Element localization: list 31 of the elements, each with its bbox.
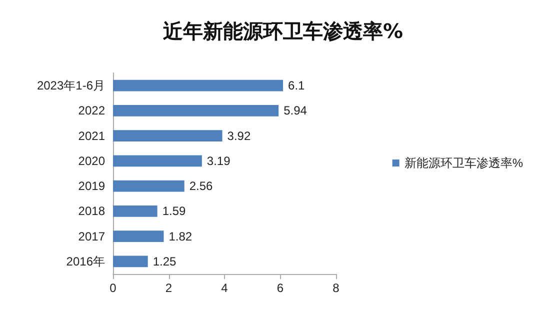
bar xyxy=(113,256,148,268)
data-label: 2.56 xyxy=(189,179,214,194)
data-label: 6.1 xyxy=(288,78,306,93)
chart-title: 近年新能源环卫车渗透率% xyxy=(162,19,404,43)
y-tick-label: 2020 xyxy=(78,154,106,168)
bar xyxy=(113,230,164,242)
data-label: 1.59 xyxy=(162,204,186,218)
data-label: 1.82 xyxy=(168,229,192,244)
x-tick-label: 2 xyxy=(165,281,172,295)
y-tick-label: 2023年1-6月 xyxy=(36,78,105,93)
y-tick-label: 2016年 xyxy=(66,254,105,268)
x-tick-label: 6 xyxy=(276,281,284,295)
bar xyxy=(113,206,158,217)
bar xyxy=(113,80,284,92)
data-label: 5.94 xyxy=(284,104,308,118)
bar xyxy=(113,105,279,116)
data-label: 3.19 xyxy=(206,154,231,168)
legend-label: 新能源环卫车渗透率% xyxy=(404,156,524,170)
bar xyxy=(113,155,202,167)
data-label: 3.92 xyxy=(227,128,251,143)
y-tick-label: 2022 xyxy=(78,104,106,118)
x-tick-label: 0 xyxy=(110,281,117,295)
bar xyxy=(113,180,184,192)
y-tick-label: 2021 xyxy=(78,128,106,143)
bar xyxy=(113,130,222,142)
y-tick-label: 2018 xyxy=(78,204,106,218)
data-label: 1.25 xyxy=(152,254,177,268)
y-tick-label: 2017 xyxy=(78,229,106,244)
x-tick-label: 4 xyxy=(221,281,228,295)
x-tick-label: 8 xyxy=(332,281,340,295)
y-tick-label: 2019 xyxy=(78,179,106,194)
